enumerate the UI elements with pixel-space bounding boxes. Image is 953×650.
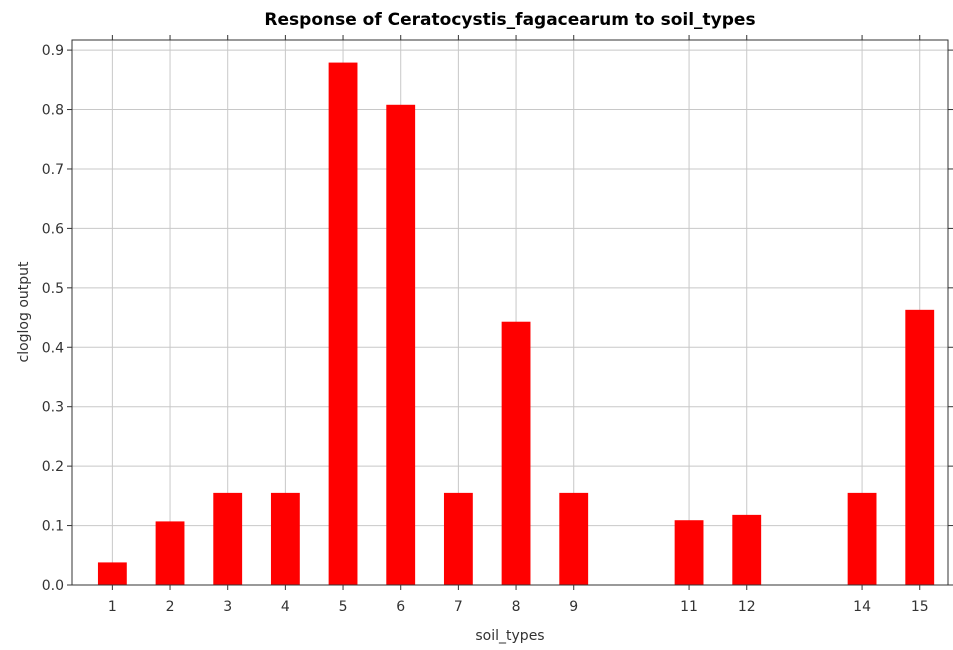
y-tick-label: 0.8 bbox=[42, 103, 64, 119]
x-tick-label: 2 bbox=[166, 599, 175, 615]
bar bbox=[213, 492, 243, 585]
x-tick-label: 8 bbox=[512, 599, 521, 615]
y-tick-label: 0.1 bbox=[42, 519, 64, 535]
x-axis-label: soil_types bbox=[475, 628, 544, 644]
x-tick-label: 1 bbox=[108, 599, 117, 615]
bar bbox=[155, 521, 185, 585]
bar bbox=[847, 492, 877, 585]
y-tick-label: 0.7 bbox=[42, 162, 64, 178]
y-tick-label: 0.2 bbox=[42, 459, 64, 475]
x-tick-label: 4 bbox=[281, 599, 290, 615]
chart-title: Response of Ceratocystis_fagacearum to s… bbox=[264, 10, 755, 30]
x-tick-label: 3 bbox=[223, 599, 232, 615]
bar bbox=[386, 104, 416, 586]
x-tick-label: 14 bbox=[853, 599, 871, 615]
bar bbox=[501, 321, 531, 585]
x-tick-label: 9 bbox=[569, 599, 578, 615]
bar bbox=[97, 562, 127, 585]
plot-frame bbox=[71, 39, 949, 586]
x-tick-label: 7 bbox=[454, 599, 463, 615]
bar bbox=[328, 62, 358, 585]
x-tick-label: 11 bbox=[680, 599, 698, 615]
y-tick-label: 0.9 bbox=[42, 43, 64, 59]
bar bbox=[270, 492, 300, 585]
y-tick-label: 0.4 bbox=[42, 340, 64, 356]
bar bbox=[443, 492, 473, 585]
bar bbox=[905, 309, 935, 585]
bar bbox=[559, 492, 589, 585]
x-tick-label: 5 bbox=[339, 599, 348, 615]
y-tick-label: 0.6 bbox=[42, 221, 64, 237]
bar bbox=[674, 520, 704, 585]
x-tick-label: 15 bbox=[911, 599, 929, 615]
y-axis-label: cloglog output bbox=[16, 261, 32, 363]
y-tick-label: 0.3 bbox=[42, 400, 64, 416]
y-tick-label: 0.5 bbox=[42, 281, 64, 297]
x-tick-label: 6 bbox=[396, 599, 405, 615]
x-tick-label: 12 bbox=[738, 599, 756, 615]
y-tick-label: 0.0 bbox=[42, 578, 64, 594]
bar bbox=[732, 514, 762, 585]
